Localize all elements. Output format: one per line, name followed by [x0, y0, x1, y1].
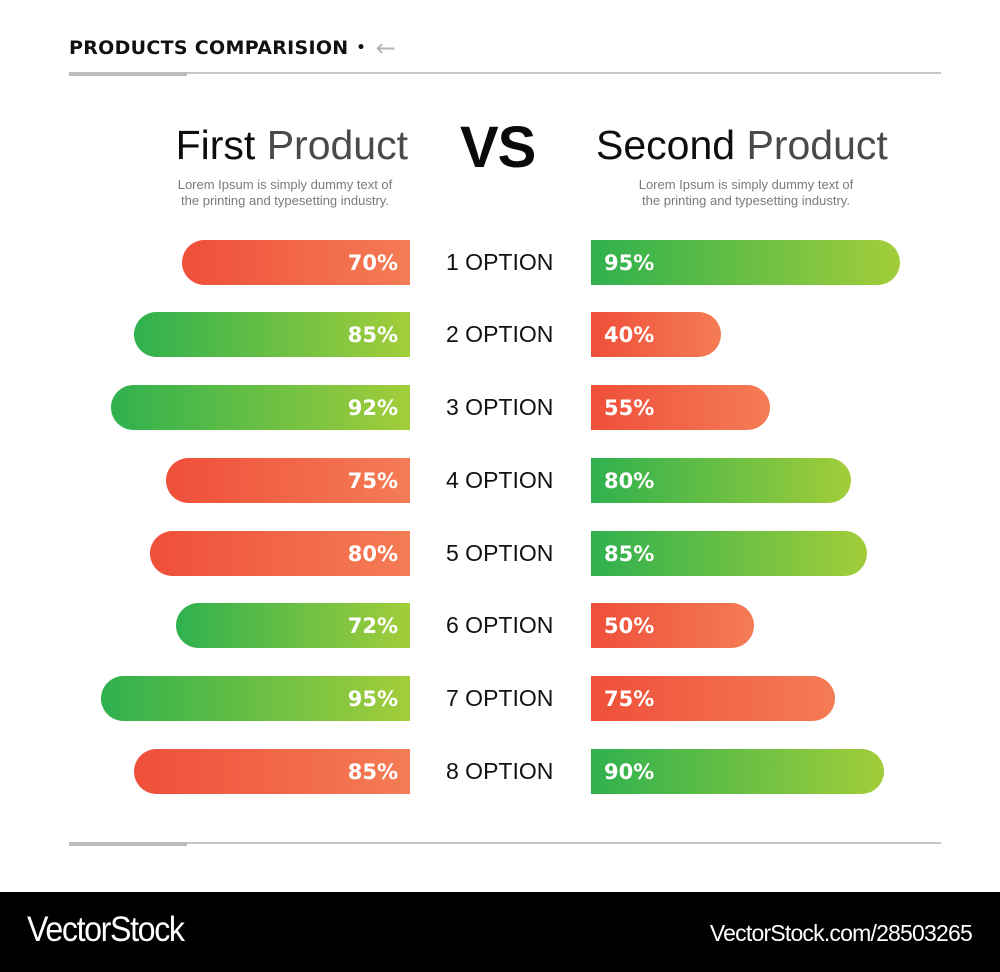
first-product-bar-value: 75% — [347, 468, 398, 493]
first-product-bar: 85% — [134, 749, 410, 794]
first-product-bar-value: 85% — [347, 759, 398, 784]
second-product-bar: 90% — [591, 749, 884, 794]
first-product-title-word1: First — [175, 122, 256, 168]
first-product-bar: 70% — [182, 240, 410, 285]
page-title: PRODUCTS COMPARISION • ← — [69, 36, 396, 60]
second-product-title-word1: Second — [596, 122, 736, 168]
second-product-bar-value: 75% — [604, 686, 655, 711]
top-divider — [69, 72, 941, 74]
footer-brand-logo: VectorStock — [27, 910, 185, 949]
second-product-bar: 75% — [591, 676, 835, 721]
second-product-bar: 95% — [591, 240, 900, 285]
comparison-row: 72% 6 OPTION 50% — [0, 603, 1000, 648]
second-product-title: Second Product — [596, 122, 888, 169]
comparison-row: 95% 7 OPTION 75% — [0, 676, 1000, 721]
first-product-bar-value: 92% — [347, 395, 398, 420]
first-product-bar: 92% — [111, 385, 410, 430]
second-product-description-line2: the printing and typesetting industry. — [642, 193, 850, 208]
option-label: 7 OPTION — [446, 685, 554, 711]
first-product-title: First Product — [176, 122, 408, 169]
page-title-text: PRODUCTS COMPARISION — [69, 37, 349, 59]
second-product-title-word2: Product — [746, 122, 888, 168]
option-label: 3 OPTION — [446, 394, 554, 420]
second-product-bar-value: 90% — [604, 759, 655, 784]
first-product-bar-value: 80% — [347, 541, 398, 566]
first-product-description-line2: the printing and typesetting industry. — [181, 193, 389, 208]
second-product-bar-value: 40% — [604, 322, 655, 347]
option-label: 6 OPTION — [446, 612, 554, 638]
bottom-divider — [69, 842, 941, 844]
first-product-bar: 80% — [150, 531, 410, 576]
second-product-bar-value: 55% — [604, 395, 655, 420]
first-product-bar-value: 85% — [347, 322, 398, 347]
first-product-bar: 95% — [101, 676, 410, 721]
second-product-bar-value: 85% — [604, 541, 655, 566]
first-product-title-word2: Product — [266, 122, 408, 168]
option-label: 5 OPTION — [446, 540, 554, 566]
option-label: 2 OPTION — [446, 321, 554, 347]
comparison-row: 85% 8 OPTION 90% — [0, 749, 1000, 794]
comparison-row: 92% 3 OPTION 55% — [0, 385, 1000, 430]
first-product-bar-value: 72% — [347, 613, 398, 638]
arrow-left-icon: ← — [375, 34, 397, 62]
comparison-row: 75% 4 OPTION 80% — [0, 458, 1000, 503]
second-product-bar: 80% — [591, 458, 851, 503]
comparison-row: 80% 5 OPTION 85% — [0, 531, 1000, 576]
bullet-dot-icon: • — [356, 40, 366, 56]
first-product-bar: 72% — [176, 603, 410, 648]
second-product-bar: 85% — [591, 531, 867, 576]
vs-label: VS — [460, 115, 536, 180]
second-product-bar: 55% — [591, 385, 770, 430]
footer-image-id: VectorStock.com/28503265 — [709, 920, 973, 946]
first-product-description: Lorem Ipsum is simply dummy text of the … — [155, 177, 415, 209]
first-product-bar-value: 70% — [347, 250, 398, 275]
first-product-bar: 85% — [134, 312, 410, 357]
second-product-bar: 40% — [591, 312, 721, 357]
bottom-divider-accent — [69, 842, 187, 846]
option-label: 1 OPTION — [446, 249, 554, 275]
second-product-bar-value: 80% — [604, 468, 655, 493]
second-product-description: Lorem Ipsum is simply dummy text of the … — [616, 177, 876, 209]
first-product-description-line1: Lorem Ipsum is simply dummy text of — [177, 177, 393, 192]
footer-banner: VectorStock VectorStock.com/28503265 — [0, 892, 1000, 972]
comparison-row: 85% 2 OPTION 40% — [0, 312, 1000, 357]
comparison-row: 70% 1 OPTION 95% — [0, 240, 1000, 285]
second-product-bar: 50% — [591, 603, 754, 648]
second-product-description-line1: Lorem Ipsum is simply dummy text of — [638, 177, 854, 192]
option-label: 8 OPTION — [446, 758, 554, 784]
first-product-bar-value: 95% — [347, 686, 398, 711]
first-product-bar: 75% — [166, 458, 410, 503]
second-product-bar-value: 95% — [604, 250, 655, 275]
option-label: 4 OPTION — [446, 467, 554, 493]
top-divider-accent — [69, 72, 187, 76]
second-product-bar-value: 50% — [604, 613, 655, 638]
